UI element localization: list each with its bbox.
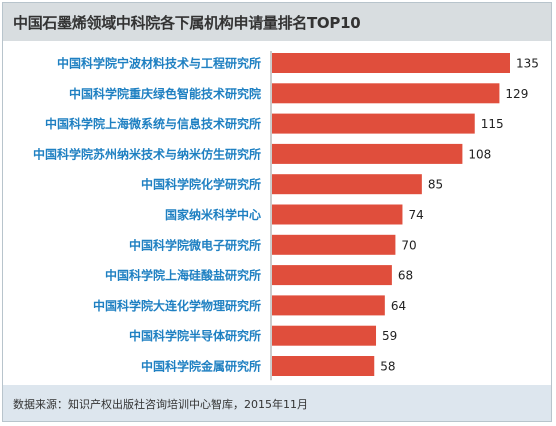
value-label: 68 [398, 269, 413, 283]
value-label: 108 [468, 147, 491, 161]
chart-title: 中国石墨烯领域中科院各下属机构申请量排名TOP10 [13, 14, 361, 32]
source-note: 数据来源：知识产权出版社咨询培训中心智库，2015年11月 [13, 398, 308, 411]
category-label: 中国科学院微电子研究所 [129, 237, 261, 252]
bar [272, 204, 403, 225]
bar [272, 325, 377, 346]
bar [272, 174, 422, 195]
footer: 数据来源：知识产权出版社咨询培训中心智库，2015年11月 [3, 385, 551, 421]
bar [272, 83, 500, 104]
category-label: 中国科学院半导体研究所 [129, 328, 261, 343]
bar [272, 265, 392, 286]
value-label: 129 [505, 87, 528, 101]
bar [272, 113, 475, 134]
value-label: 85 [428, 178, 443, 192]
bar [272, 295, 385, 316]
category-label: 中国科学院金属研究所 [141, 359, 261, 374]
value-label: 58 [380, 360, 395, 374]
bar [272, 53, 510, 73]
category-label: 中国科学院重庆绿色智能技术研究院 [69, 86, 261, 101]
title-bar: 中国石墨烯领域中科院各下属机构申请量排名TOP10 [3, 3, 551, 41]
value-label: 59 [382, 329, 397, 343]
bar [272, 234, 396, 255]
category-label: 中国科学院上海硅酸盐研究所 [105, 268, 261, 283]
value-label: 115 [481, 117, 504, 131]
category-label: 中国科学院宁波材料技术与工程研究所 [57, 56, 261, 71]
bar [272, 356, 375, 376]
category-label: 中国科学院上海微系统与信息技术研究所 [45, 116, 261, 131]
value-label: 135 [516, 57, 539, 71]
category-label: 中国科学院化学研究所 [141, 177, 261, 192]
value-label: 64 [391, 299, 406, 313]
value-label: 70 [401, 238, 416, 252]
category-label: 国家纳米科学中心 [165, 207, 261, 222]
category-label: 中国科学院苏州纳米技术与纳米仿生研究所 [33, 146, 261, 161]
bar [272, 143, 463, 164]
value-label: 74 [408, 208, 423, 222]
chart-frame: 中国石墨烯领域中科院各下属机构申请量排名TOP10 中国科学院宁波材料技术与工程… [2, 2, 552, 422]
bar-chart: 中国科学院宁波材料技术与工程研究所 135 中国科学院重庆绿色智能技术研究院 129 中… [33, 51, 539, 381]
category-label: 中国科学院大连化学物理研究所 [93, 298, 261, 313]
